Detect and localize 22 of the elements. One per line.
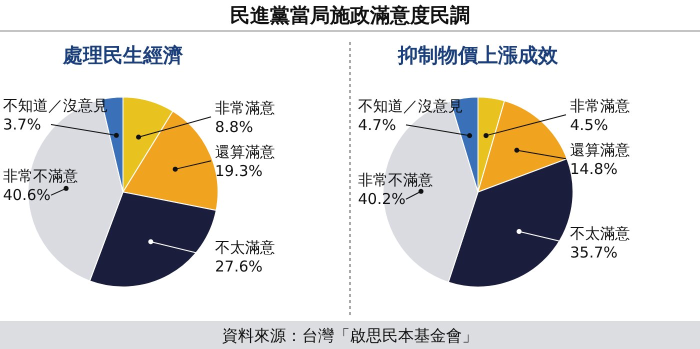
data-label: 4.7% [358, 116, 396, 134]
slice-label: 不太滿意 [570, 224, 630, 243]
slice-label: 非常滿意 [570, 96, 630, 115]
slice-label: 非常不滿意 [3, 167, 78, 186]
data-label: 19.3% [215, 162, 263, 180]
text: 民進黨當局施政滿意度民調 [230, 3, 470, 27]
data-label: 40.2% [358, 190, 406, 208]
data-label: 4.5% [570, 116, 608, 134]
slice-label: 還算滿意 [570, 140, 630, 159]
data-label: 8.8% [215, 118, 254, 136]
data-label: 40.6% [3, 186, 51, 204]
source-note: 資料來源：台灣「啟思民本基金會」 [222, 326, 478, 345]
data-label: 27.6% [215, 257, 263, 276]
data-label: 14.8% [570, 160, 618, 178]
slice-label: 還算滿意 [215, 142, 275, 161]
data-label: 3.7% [3, 116, 42, 134]
slice-label: 非常滿意 [215, 98, 275, 117]
chart-title: 抑制物價上漲成效 [397, 43, 559, 67]
chart-title: 處理民生經濟 [62, 43, 184, 67]
data-label: 35.7% [570, 244, 618, 262]
slice-label: 不太滿意 [215, 238, 275, 256]
slice-label: 非常不滿意 [358, 171, 433, 190]
